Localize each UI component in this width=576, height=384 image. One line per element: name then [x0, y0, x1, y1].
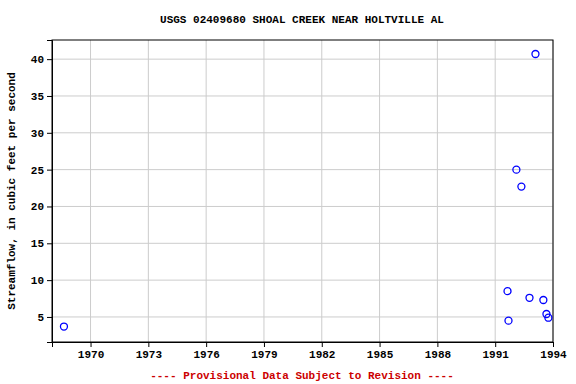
- tick-label: 30: [31, 128, 44, 140]
- tick-mark: [91, 342, 92, 347]
- x-axis: 1970 1973 1976 1979 1982 1985 1988 1991 1994: [53, 342, 568, 361]
- tick-mark: [47, 170, 52, 171]
- grid-line-x: [263, 40, 264, 342]
- grid-line-x: [495, 40, 496, 342]
- tick: 20: [31, 201, 52, 213]
- point: [545, 314, 552, 321]
- tick: 25: [31, 165, 52, 177]
- grid-line-y: [52, 59, 553, 60]
- axis-line: [47, 41, 53, 343]
- grid: [52, 40, 553, 342]
- tick: 5: [37, 312, 52, 324]
- tick-label: 1994: [540, 349, 567, 361]
- tick-mark: [206, 342, 207, 347]
- points: [60, 50, 551, 330]
- point: [513, 166, 520, 173]
- tick-label: 1991: [482, 349, 509, 361]
- tick-mark: [47, 243, 52, 244]
- tick-label: 1973: [136, 349, 163, 361]
- tick: 1976: [193, 342, 219, 361]
- tick-label: 20: [31, 201, 44, 213]
- tick: 40: [31, 54, 52, 66]
- tick: 1982: [309, 342, 335, 361]
- tick-label: 35: [31, 91, 45, 103]
- tick: 1991: [482, 342, 509, 361]
- plot-frame: [52, 40, 553, 342]
- grid-line-x: [321, 40, 322, 342]
- tick: 1985: [367, 342, 394, 361]
- point: [526, 294, 533, 301]
- tick-mark: [47, 280, 52, 281]
- grid-line-y: [52, 206, 553, 207]
- tick: 10: [31, 275, 52, 287]
- grid-line-y: [52, 243, 553, 244]
- tick-label: 15: [31, 238, 45, 250]
- tick-label: 1985: [367, 349, 394, 361]
- grid-line-y: [52, 316, 553, 317]
- tick: 1988: [425, 342, 452, 361]
- title: USGS 02409680 SHOAL CREEK NEAR HOLTVILLE…: [160, 14, 444, 26]
- point: [540, 297, 547, 304]
- point: [60, 323, 67, 330]
- grid-line-y: [52, 280, 553, 281]
- point: [518, 183, 525, 190]
- tick-mark: [264, 342, 265, 347]
- tick-mark: [380, 342, 381, 347]
- grid-line-y: [52, 132, 553, 133]
- y-axis-title: Streamflow, in cubic feet per second: [6, 72, 18, 310]
- tick-label: 5: [37, 312, 44, 324]
- tick-label: 10: [31, 275, 44, 287]
- tick-mark: [47, 96, 52, 97]
- chart: 1970 1973 1976 1979 1982 1985 1988 1991 1994 5 10 1…: [0, 0, 576, 384]
- tick-label: 25: [31, 165, 45, 177]
- tick-mark: [553, 342, 554, 347]
- tick-label: 1970: [78, 349, 104, 361]
- grid-line-x: [379, 40, 380, 342]
- tick-mark: [148, 342, 149, 347]
- tick-label: 1979: [251, 349, 277, 361]
- tick-label: 1982: [309, 349, 335, 361]
- grid-line-x: [148, 40, 149, 342]
- axis-line: [53, 343, 554, 348]
- y-axis: 5 10 15 20 25 30 35 40: [31, 41, 53, 343]
- tick-mark: [47, 317, 52, 318]
- tick-mark: [47, 59, 52, 60]
- tick-label: 1988: [425, 349, 452, 361]
- tick-label: 40: [31, 54, 44, 66]
- tick: 1994: [540, 342, 567, 361]
- tick-label: 1976: [193, 349, 219, 361]
- tick-mark: [322, 342, 323, 347]
- grid-line-y: [52, 169, 553, 170]
- point: [532, 50, 539, 57]
- tick: 1973: [136, 342, 163, 361]
- grid-line-x: [206, 40, 207, 342]
- tick: 1970: [78, 342, 104, 361]
- grid-line-x: [437, 40, 438, 342]
- point: [504, 288, 511, 295]
- tick: 30: [31, 128, 52, 140]
- tick-mark: [495, 342, 496, 347]
- annotation: ---- Provisional Data Subject to Revisio…: [150, 370, 454, 382]
- tick-mark: [437, 342, 438, 347]
- point: [505, 317, 512, 324]
- tick: 1979: [251, 342, 277, 361]
- grid-line-y: [52, 95, 553, 96]
- tick-mark: [47, 206, 52, 207]
- grid-line-x: [90, 40, 91, 342]
- tick: 15: [31, 238, 52, 250]
- tick-mark: [47, 133, 52, 134]
- tick: 35: [31, 91, 52, 103]
